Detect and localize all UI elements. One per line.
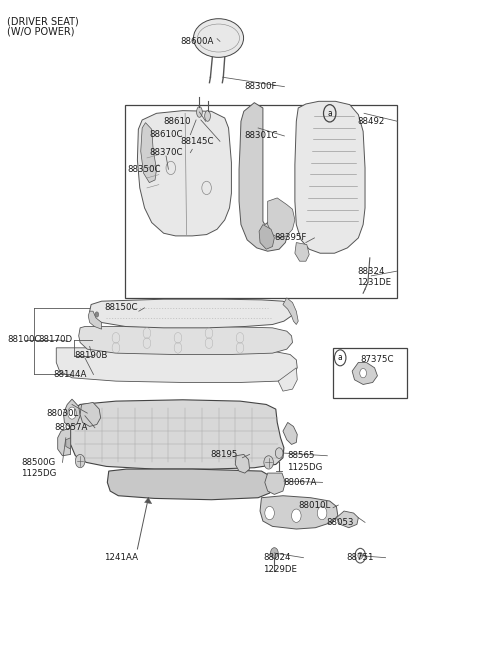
Polygon shape	[265, 473, 285, 494]
Text: 88145C: 88145C	[180, 136, 214, 146]
Polygon shape	[239, 102, 288, 252]
Polygon shape	[90, 299, 293, 328]
Circle shape	[317, 506, 327, 520]
Text: 88100C: 88100C	[7, 335, 41, 345]
Text: 88500G: 88500G	[22, 458, 56, 467]
Polygon shape	[80, 403, 101, 426]
Circle shape	[264, 456, 274, 469]
Text: 88053: 88053	[326, 518, 353, 527]
Text: 88010L: 88010L	[298, 500, 330, 510]
Polygon shape	[58, 427, 71, 456]
Text: (W/O POWER): (W/O POWER)	[7, 27, 74, 37]
Polygon shape	[108, 469, 273, 500]
Bar	[125, 104, 397, 298]
Text: 88150C: 88150C	[104, 303, 137, 312]
Circle shape	[68, 407, 76, 419]
Polygon shape	[235, 454, 250, 473]
Circle shape	[358, 553, 363, 559]
Polygon shape	[268, 198, 295, 238]
Polygon shape	[56, 348, 297, 383]
Circle shape	[291, 509, 301, 522]
Circle shape	[75, 454, 85, 468]
Circle shape	[95, 312, 99, 317]
Text: 88030L: 88030L	[47, 409, 79, 417]
Polygon shape	[283, 298, 298, 324]
Polygon shape	[144, 498, 152, 504]
Circle shape	[360, 369, 366, 378]
Text: 88170D: 88170D	[38, 335, 73, 345]
Polygon shape	[295, 243, 309, 261]
Text: 88600A: 88600A	[180, 37, 214, 46]
Ellipse shape	[197, 106, 202, 117]
Text: 88300F: 88300F	[245, 82, 277, 91]
Polygon shape	[259, 225, 275, 250]
Text: 88057A: 88057A	[55, 423, 88, 432]
Text: a: a	[327, 109, 332, 118]
Text: 1241AA: 1241AA	[104, 553, 138, 562]
Text: 88370C: 88370C	[149, 148, 183, 157]
Circle shape	[271, 548, 278, 559]
Polygon shape	[141, 122, 156, 183]
Polygon shape	[88, 311, 102, 329]
Polygon shape	[336, 511, 359, 528]
Text: 1125DG: 1125DG	[22, 469, 57, 478]
Text: 1229DE: 1229DE	[263, 565, 297, 573]
Text: 88324: 88324	[357, 267, 384, 276]
Text: (DRIVER SEAT): (DRIVER SEAT)	[7, 16, 79, 26]
Text: 88195: 88195	[210, 450, 238, 459]
Polygon shape	[71, 400, 284, 469]
Text: 88395F: 88395F	[275, 233, 307, 242]
Text: 88565: 88565	[288, 452, 315, 460]
Polygon shape	[283, 422, 297, 444]
Text: 1125DG: 1125DG	[287, 463, 322, 472]
Circle shape	[265, 506, 275, 520]
Text: 88024: 88024	[263, 553, 290, 562]
Ellipse shape	[204, 110, 210, 121]
Polygon shape	[137, 110, 231, 236]
Polygon shape	[295, 101, 365, 254]
Text: 88301C: 88301C	[245, 132, 278, 140]
Text: 88492: 88492	[357, 117, 384, 126]
Polygon shape	[260, 496, 338, 529]
Text: 88190B: 88190B	[74, 351, 108, 361]
Text: 88610C: 88610C	[149, 130, 183, 139]
Text: 88751: 88751	[346, 553, 373, 562]
Text: 88350C: 88350C	[128, 165, 161, 174]
Text: a: a	[338, 353, 343, 363]
Text: 88610: 88610	[164, 117, 191, 126]
Polygon shape	[66, 438, 71, 449]
Polygon shape	[79, 326, 292, 355]
Bar	[333, 348, 407, 398]
Circle shape	[276, 448, 283, 458]
Polygon shape	[352, 363, 377, 385]
Text: 1231DE: 1231DE	[357, 278, 391, 287]
Text: 88067A: 88067A	[283, 478, 316, 487]
Polygon shape	[278, 368, 297, 391]
Text: 88144A: 88144A	[53, 370, 86, 379]
Text: 87375C: 87375C	[361, 355, 394, 365]
Polygon shape	[63, 399, 80, 426]
Ellipse shape	[193, 19, 243, 58]
